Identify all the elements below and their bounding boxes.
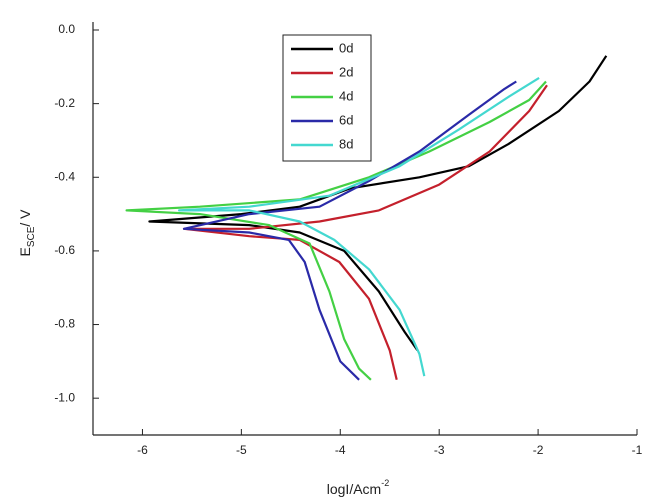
x-tick-label: -1 [632,443,643,457]
series-line [178,76,540,377]
series-line [125,80,547,381]
x-tick-label: -2 [533,443,544,457]
series-line [148,55,608,351]
y-tick-label: -0.6 [54,243,75,257]
x-tick-label: -6 [137,443,148,457]
y-tick-label: -0.8 [54,317,75,331]
x-tick-label: -4 [335,443,346,457]
y-tick-label: 0.0 [58,22,75,36]
legend-label: 8d [339,136,353,151]
y-label-sub: SCE [26,226,37,247]
x-label-sup: -2 [381,478,389,488]
x-axis-label: logI/Acm-2 [327,478,389,496]
legend-label: 2d [339,64,353,79]
legend-label: 0d [339,40,353,55]
y-tick-label: -1.0 [54,390,75,404]
x-tick-label: -5 [236,443,247,457]
series-line [182,80,517,381]
y-tick-label: -0.4 [54,169,75,183]
series-line [182,84,548,381]
legend-label: 4d [339,88,353,103]
y-axis-label: ESCE/ V [17,209,37,257]
y-label-main: E [17,247,33,256]
legend-label: 6d [339,112,353,127]
y-tick-label: -0.2 [54,96,75,110]
x-tick-label: -3 [434,443,445,457]
x-label-main: logI/Acm [327,481,381,497]
y-label-rest: / V [17,209,33,227]
